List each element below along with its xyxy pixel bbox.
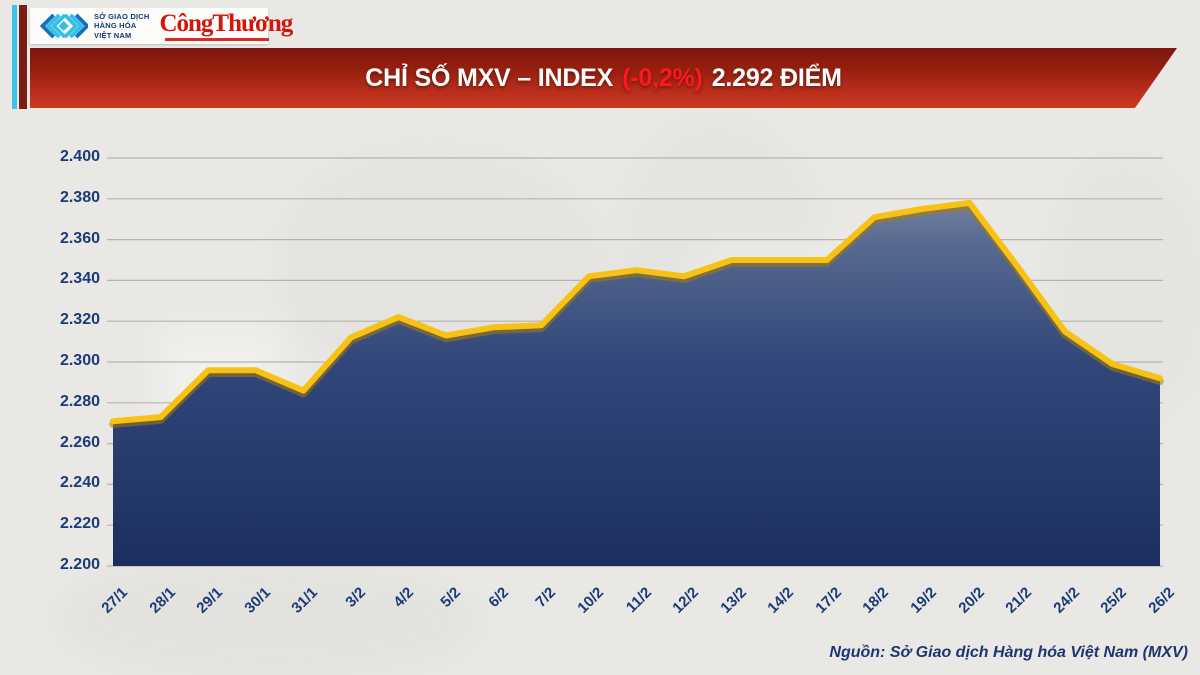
- y-tick-label: 2.260: [59, 433, 100, 451]
- y-tick-label: 2.360: [59, 229, 100, 247]
- y-tick-label: 2.340: [59, 270, 100, 288]
- newspaper-tagline-bar: [165, 38, 270, 41]
- congthuong-wordmark: CôngThương: [159, 10, 293, 41]
- org-line-2: HÀNG HÓA: [94, 21, 137, 31]
- logo-bar: SỞ GIAO DỊCH HÀNG HÓA VIỆT NAM CôngThươn…: [30, 8, 293, 44]
- title-change-percent: (-0,2%): [622, 63, 703, 92]
- y-tick-label: 2.280: [59, 392, 100, 410]
- org-line-3: VIỆT NAM: [94, 30, 132, 40]
- mxv-org-name: SỞ GIAO DỊCH HÀNG HÓA VIỆT NAM: [94, 12, 149, 40]
- accent-stripe-cyan: [12, 5, 17, 109]
- y-tick-label: 2.200: [59, 556, 100, 573]
- org-line-1: SỞ GIAO DỊCH: [94, 11, 150, 21]
- y-tick-label: 2.240: [59, 474, 100, 492]
- y-tick-label: 2.400: [59, 148, 100, 165]
- mxv-logo-icon: [39, 13, 88, 39]
- title-index-value: 2.292 ĐIỂM: [711, 63, 842, 92]
- y-tick-label: 2.320: [59, 311, 100, 329]
- y-tick-label: 2.300: [59, 352, 100, 369]
- accent-stripe-maroon: [19, 5, 27, 109]
- congthuong-title: CôngThương: [159, 10, 293, 37]
- y-tick-label: 2.220: [59, 515, 100, 533]
- title-prefix: CHỈ SỐ MXV – INDEX: [365, 63, 614, 92]
- y-tick-label: 2.380: [59, 188, 100, 206]
- title-banner: CHỈ SỐ MXV – INDEX (-0,2%) 2.292 ĐIỂM: [30, 48, 1177, 108]
- chart-title: CHỈ SỐ MXV – INDEX (-0,2%) 2.292 ĐIỂM: [365, 64, 841, 93]
- source-note: Nguồn: Sở Giao dịch Hàng hóa Việt Nam (M…: [829, 644, 1188, 661]
